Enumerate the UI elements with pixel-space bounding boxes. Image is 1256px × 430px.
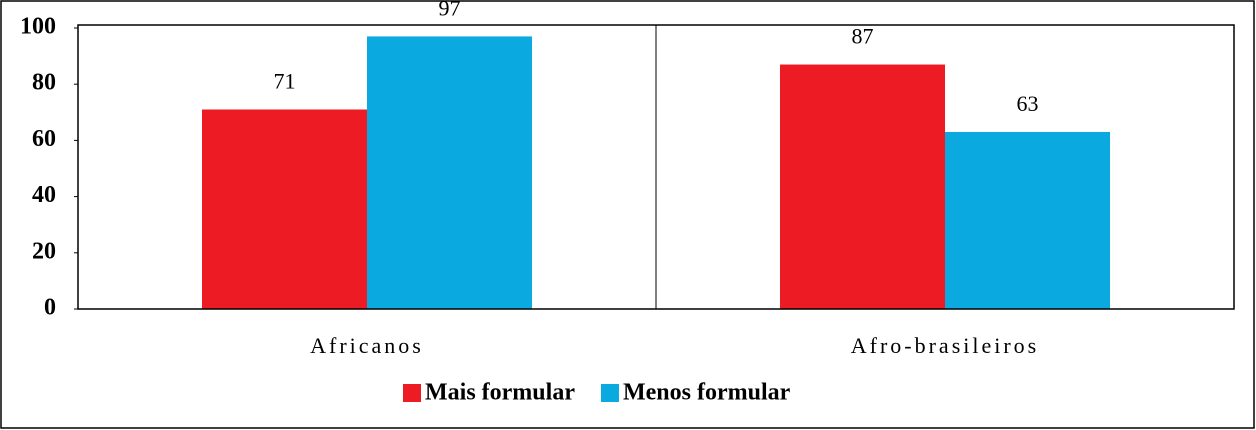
y-tick-label: 80 <box>32 70 56 96</box>
y-tick-label: 100 <box>20 14 56 40</box>
y-tick-label: 60 <box>32 126 56 152</box>
value-label: 71 <box>274 69 296 94</box>
legend-label: Mais formular <box>425 380 575 406</box>
value-label: 63 <box>1017 91 1039 116</box>
bar <box>367 36 532 310</box>
x-tick-label: Africanos <box>310 333 424 358</box>
legend-swatch <box>600 384 619 402</box>
plot-frame <box>77 24 1235 310</box>
y-tick-label: 20 <box>32 238 56 264</box>
bar <box>780 64 945 309</box>
bar <box>202 109 367 310</box>
x-tick-label: Afro-brasileiros <box>851 333 1040 358</box>
y-tick-label: 40 <box>32 182 56 208</box>
legend-swatch <box>403 384 421 402</box>
value-label: 97 <box>439 0 461 20</box>
bar <box>945 131 1110 309</box>
legend-label: Menos formular <box>623 380 791 406</box>
y-tick-label: 0 <box>44 295 56 321</box>
value-label: 87 <box>852 24 874 49</box>
